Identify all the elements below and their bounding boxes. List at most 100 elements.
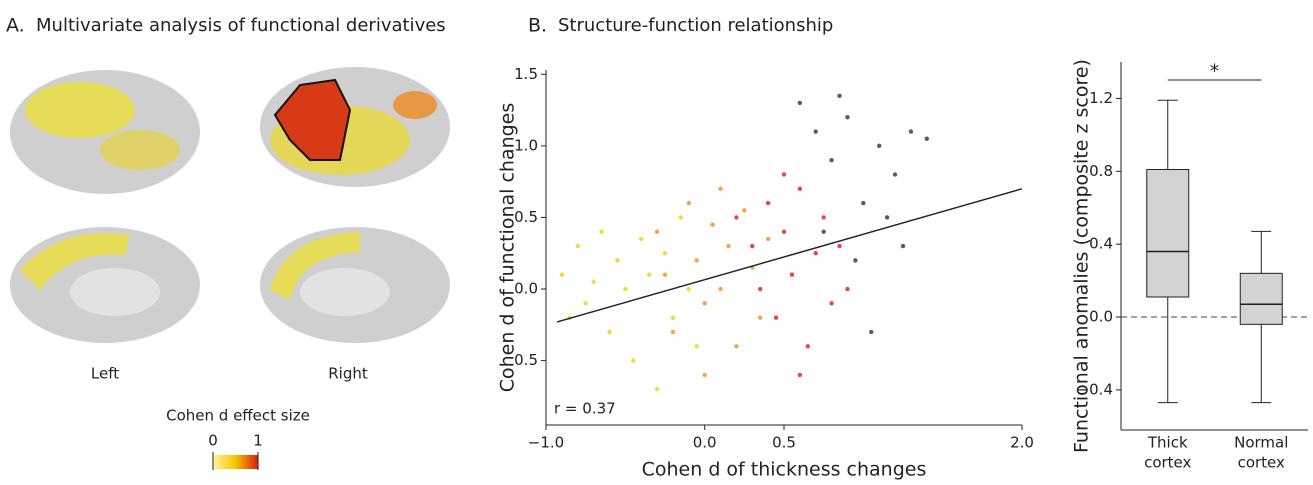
significance: * [1210,61,1220,83]
scatter-point [861,200,866,206]
scatter-point [654,387,660,392]
y-tick-label: 0.4 [1089,235,1113,253]
scatter-point [765,200,771,206]
scatter-point [845,286,850,292]
scatter-point [797,372,803,378]
y-axis-label: Cohen d of functional changes [497,103,519,393]
scatter-point [670,315,676,320]
scatter-point [599,229,604,234]
brain-left-medial [10,227,200,343]
scatter-point [758,315,763,320]
hemisphere-label: Left [91,365,119,383]
scatter-point [662,272,668,277]
x-axis-label: Cohen d of thickness changes [642,459,927,481]
scatter-point [702,301,707,306]
y-tick-label: 1.0 [514,136,538,154]
scatter-point [765,236,771,242]
colorbar-tick: 0 [208,432,218,450]
x-tick-label: cortex [1144,454,1191,472]
scatter-point [742,208,747,213]
brain-right-medial [260,227,450,343]
scatter-point [734,344,739,349]
colorbar [213,455,258,469]
scatter-point [694,258,699,263]
scatter-point [734,215,739,220]
colorbar-tick: 1 [253,432,263,450]
scatter-point [639,236,644,242]
scatter-point [805,344,810,349]
scatter-point [845,115,850,120]
scatter-point [837,93,842,98]
scatter-point [797,186,803,192]
scatter-point [702,372,707,378]
scatter-point [726,243,731,249]
x-tick-label: 0.5 [772,434,796,452]
scatter-point [797,100,803,106]
scatter-point [773,315,779,320]
x-tick-label: Normal [1234,434,1288,452]
scatter-point [694,344,699,349]
scatter-point [789,272,795,277]
scatter-point [781,172,787,177]
scatter-point [813,129,818,134]
scatter-point [662,251,668,256]
scatter-point [758,286,763,292]
scatter-point [591,279,596,285]
y-tick-label: 0.5 [514,208,538,226]
colorbar-title: Cohen d effect size [166,407,310,425]
y-tick-label: 1.5 [514,65,538,83]
y-tick-label: 0.0 [514,280,538,298]
scatter-point [718,186,723,192]
box [1239,272,1283,325]
panel-label: A. [6,15,25,37]
brain-left-lateral [10,70,200,194]
scatter-point [908,129,914,134]
scatter-point [837,243,842,249]
scatter-point [924,136,929,141]
scatter-point [615,258,620,263]
scatter-point [877,143,882,149]
scatter-point [686,200,691,206]
scatter-point [869,329,874,335]
scatter-point [575,243,580,249]
scatter-point [900,243,906,249]
x-tick-label: cortex [1238,454,1285,472]
x-tick-label: Thick [1147,434,1188,452]
scatter-point [853,258,858,263]
y-tick-label: 1.2 [1089,89,1113,107]
scatter-point [607,329,612,335]
scatter-point [892,172,898,177]
scatter-point [670,329,676,335]
box [1146,168,1190,298]
scatter-point [829,157,834,163]
scatter-point [718,286,723,292]
scatter-point [686,286,691,292]
scatter-point [646,272,652,277]
panel-title: Multivariate analysis of functional deri… [36,15,446,36]
scatter-point [781,229,787,234]
panel-label: B. [528,15,547,37]
y-tick-label: −0.4 [1077,380,1113,398]
scatter-point [813,251,818,256]
regression-line [556,188,1023,323]
scatter-point [710,222,715,227]
scatter-point [678,215,684,220]
panel-title: Structure-function relationship [558,15,833,36]
x-tick-label: 0.0 [693,434,717,452]
scatter-point [829,301,834,306]
scatter-point [654,229,660,234]
scatter-point [821,215,826,220]
y-tick-label: 0.0 [1089,308,1113,326]
x-tick-label: −1.0 [528,434,564,452]
y-tick-label: 0.5 [514,351,538,369]
x-tick-label: 2.0 [1010,434,1034,452]
y-tick-label: 0.8 [1089,162,1113,180]
scatter-point [583,301,588,306]
hemisphere-label: Right [328,365,368,383]
brain-right-lateral [260,67,450,187]
scatter-point [631,358,636,363]
scatter-point [559,272,565,277]
scatter-point [821,229,826,234]
annotation: r = 0.37 [554,400,616,418]
